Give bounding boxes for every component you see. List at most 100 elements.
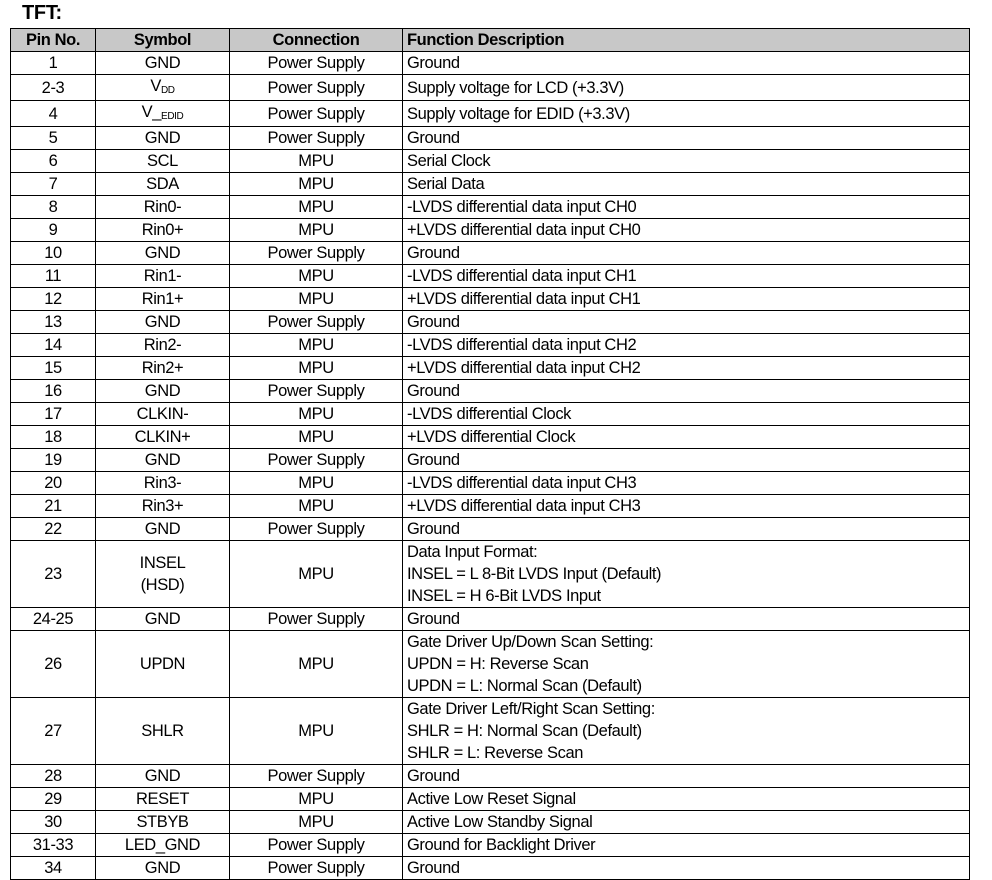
pin-number: 16 (44, 382, 62, 400)
description-line: Ground (407, 859, 460, 877)
connection-text: MPU (298, 359, 334, 377)
symbol-cell: INSEL (HSD) (95, 540, 230, 608)
symbol-cell: CLKIN- (95, 402, 230, 426)
pin-cell: 5 (10, 126, 96, 150)
symbol-text: UPDN (139, 655, 186, 673)
pin-cell: 6 (10, 149, 96, 173)
pin-cell: 15 (10, 356, 96, 380)
connection-cell: MPU (229, 264, 403, 288)
pin-cell: 16 (10, 379, 96, 403)
pin-cell: 31-33 (10, 833, 96, 857)
description-cell: Ground (402, 310, 970, 334)
description-cell: Serial Clock (402, 149, 970, 173)
table-row: 16 GND Power Supply Ground (10, 379, 970, 403)
description-line: +LVDS differential data input CH1 (407, 290, 641, 308)
pin-number: 28 (44, 767, 62, 785)
symbol-cell: SHLR (95, 697, 230, 765)
connection-text: Power Supply (267, 129, 365, 147)
connection-cell: Power Supply (229, 607, 403, 631)
symbol-text: Rin1+ (141, 290, 184, 308)
description-cell: Ground (402, 517, 970, 541)
symbol-cell: LED_GND (95, 833, 230, 857)
pin-number: 5 (48, 129, 58, 147)
connection-cell: MPU (229, 630, 403, 698)
connection-text: Power Supply (267, 313, 365, 331)
header-function-description: Function Description (402, 28, 970, 52)
symbol-subscript: DD (160, 85, 175, 96)
connection-cell: Power Supply (229, 100, 403, 127)
table-row: 34 GND Power Supply Ground (10, 856, 970, 880)
connection-text: Power Supply (267, 104, 365, 123)
description-cell: Ground (402, 448, 970, 472)
pin-cell: 4 (10, 100, 96, 127)
symbol-cell: GND (95, 310, 230, 334)
pin-number: 18 (44, 428, 62, 446)
pin-cell: 21 (10, 494, 96, 518)
description-line: Ground (407, 451, 460, 469)
pin-number: 29 (44, 790, 62, 808)
connection-text: MPU (298, 474, 334, 492)
description-line: Ground (407, 54, 460, 72)
pin-number: 15 (44, 359, 62, 377)
description-line: Ground (407, 244, 460, 262)
pin-number: 8 (48, 198, 58, 216)
table-row: 14 Rin2- MPU -LVDS differential data input … (10, 333, 970, 357)
description-line: -LVDS differential Clock (407, 405, 572, 423)
pin-number: 4 (48, 104, 58, 123)
pin-number: 23 (44, 565, 62, 583)
description-cell: Supply voltage for LCD (+3.3V) (402, 74, 970, 101)
table-row: 9 Rin0+ MPU +LVDS differential data input C… (10, 218, 970, 242)
table-row: 29 RESET MPU Active Low Reset Signal (10, 787, 970, 811)
symbol-cell: GND (95, 126, 230, 150)
symbol-cell: GND (95, 379, 230, 403)
table-row: 15 Rin2+ MPU +LVDS differential data input … (10, 356, 970, 380)
description-line: -LVDS differential data input CH3 (407, 474, 637, 492)
symbol-cell: Rin1- (95, 264, 230, 288)
connection-text: Power Supply (267, 451, 365, 469)
description-cell: Ground (402, 126, 970, 150)
pin-number: 12 (44, 290, 62, 308)
pin-cell: 8 (10, 195, 96, 219)
description-cell: +LVDS differential Clock (402, 425, 970, 449)
symbol-cell: Rin1+ (95, 287, 230, 311)
pin-cell: 14 (10, 333, 96, 357)
table-row: 18 CLKIN+ MPU +LVDS differential Clock (10, 425, 970, 449)
description-line: UPDN = H: Reverse Scan (407, 655, 589, 673)
connection-text: MPU (298, 497, 334, 515)
description-line: INSEL = L 8-Bit LVDS Input (Default) (407, 565, 662, 583)
connection-cell: MPU (229, 402, 403, 426)
connection-cell: Power Supply (229, 833, 403, 857)
description-cell: -LVDS differential data input CH1 (402, 264, 970, 288)
description-line: Gate Driver Up/Down Scan Setting: (407, 633, 654, 651)
pin-cell: 12 (10, 287, 96, 311)
description-cell: Ground (402, 856, 970, 880)
pin-number: 22 (44, 520, 62, 538)
symbol-text: GND (144, 859, 181, 877)
connection-text: MPU (298, 290, 334, 308)
connection-text: MPU (298, 565, 334, 583)
symbol-text: GND (144, 54, 181, 72)
table-row: 5 GND Power Supply Ground (10, 126, 970, 150)
symbol-text: Rin0- (143, 198, 182, 216)
connection-text: Power Supply (267, 54, 365, 72)
symbol-cell: GND (95, 517, 230, 541)
description-line: SHLR = L: Reverse Scan (407, 744, 583, 762)
symbol-cell: Rin0+ (95, 218, 230, 242)
description-cell: Ground (402, 379, 970, 403)
symbol-cell: GND (95, 856, 230, 880)
connection-cell: Power Supply (229, 310, 403, 334)
description-line: Supply voltage for EDID (+3.3V) (407, 104, 630, 123)
pin-table: Pin No. Symbol Connection Function Descr… (10, 28, 970, 880)
connection-cell: MPU (229, 149, 403, 173)
pin-cell: 9 (10, 218, 96, 242)
pin-cell: 19 (10, 448, 96, 472)
symbol-text-line2: (HSD) (140, 576, 185, 594)
connection-cell: Power Supply (229, 126, 403, 150)
description-line: Ground (407, 129, 460, 147)
description-line: -LVDS differential data input CH0 (407, 198, 637, 216)
table-row: 8 Rin0- MPU -LVDS differential data input C… (10, 195, 970, 219)
connection-text: MPU (298, 198, 334, 216)
pin-number: 31-33 (32, 836, 74, 854)
connection-cell: Power Supply (229, 448, 403, 472)
pin-cell: 23 (10, 540, 96, 608)
